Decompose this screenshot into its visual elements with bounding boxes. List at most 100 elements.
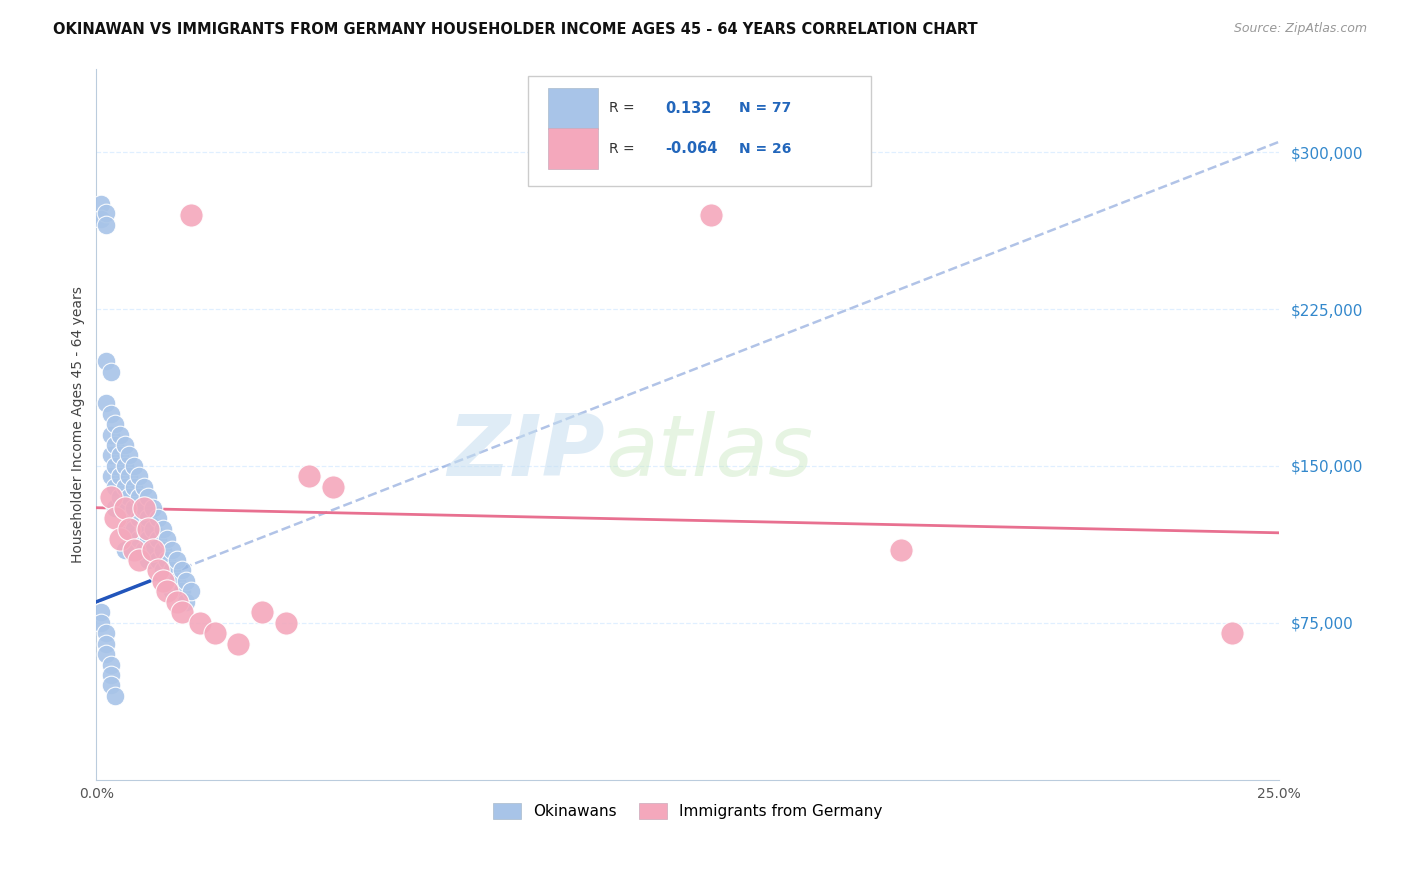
Point: [174, 574, 197, 588]
Point: [174, 595, 197, 609]
Point: [94, 396, 117, 410]
Point: [160, 584, 183, 599]
Point: [160, 564, 183, 578]
Point: [128, 490, 150, 504]
Text: R =: R =: [609, 142, 638, 156]
Point: [114, 438, 136, 452]
Point: [138, 511, 160, 525]
Point: [104, 458, 127, 473]
Point: [118, 449, 141, 463]
Point: [166, 553, 188, 567]
Point: [114, 522, 136, 536]
Point: [166, 574, 188, 588]
Point: [152, 522, 174, 536]
Point: [138, 553, 160, 567]
Point: [114, 500, 136, 515]
Point: [104, 417, 127, 431]
Point: [890, 542, 912, 557]
Point: [142, 542, 165, 557]
Point: [100, 365, 122, 379]
Point: [146, 511, 169, 525]
Point: [90, 615, 112, 630]
Point: [250, 605, 273, 619]
Point: [118, 469, 141, 483]
Point: [138, 532, 160, 546]
Y-axis label: Householder Income Ages 45 - 64 years: Householder Income Ages 45 - 64 years: [72, 285, 86, 563]
Point: [100, 678, 122, 692]
Point: [132, 500, 155, 515]
FancyBboxPatch shape: [548, 87, 598, 129]
Point: [298, 469, 321, 483]
Point: [108, 427, 131, 442]
Point: [132, 480, 155, 494]
Point: [114, 500, 136, 515]
Point: [204, 626, 226, 640]
Point: [274, 615, 297, 630]
Point: [122, 542, 145, 557]
Point: [104, 480, 127, 494]
Point: [700, 208, 723, 222]
Point: [100, 449, 122, 463]
Point: [122, 480, 145, 494]
Text: R =: R =: [609, 102, 638, 115]
Point: [152, 574, 174, 588]
Point: [108, 532, 131, 546]
Point: [118, 490, 141, 504]
FancyBboxPatch shape: [548, 128, 598, 169]
Point: [122, 522, 145, 536]
Point: [104, 689, 127, 703]
Point: [104, 500, 127, 515]
Point: [90, 605, 112, 619]
Point: [322, 480, 344, 494]
Point: [146, 553, 169, 567]
Point: [156, 574, 179, 588]
Text: Source: ZipAtlas.com: Source: ZipAtlas.com: [1233, 22, 1367, 36]
Point: [94, 637, 117, 651]
Point: [156, 553, 179, 567]
Point: [146, 564, 169, 578]
Point: [128, 553, 150, 567]
Point: [190, 615, 212, 630]
Point: [180, 208, 202, 222]
Legend: Okinawans, Immigrants from Germany: Okinawans, Immigrants from Germany: [486, 797, 889, 825]
Point: [94, 206, 117, 220]
Point: [108, 449, 131, 463]
Point: [94, 354, 117, 368]
Point: [114, 480, 136, 494]
Text: ZIP: ZIP: [447, 411, 605, 494]
Point: [122, 500, 145, 515]
Text: 0.132: 0.132: [665, 101, 711, 116]
Point: [226, 637, 249, 651]
Point: [100, 407, 122, 421]
Point: [180, 584, 202, 599]
Point: [152, 542, 174, 557]
Point: [90, 197, 112, 211]
Point: [128, 469, 150, 483]
FancyBboxPatch shape: [529, 76, 872, 186]
Point: [118, 511, 141, 525]
Point: [94, 219, 117, 233]
Point: [128, 532, 150, 546]
Point: [160, 542, 183, 557]
Point: [170, 605, 193, 619]
Point: [114, 542, 136, 557]
Point: [118, 522, 141, 536]
Point: [94, 647, 117, 661]
Point: [142, 522, 165, 536]
Point: [170, 584, 193, 599]
Point: [142, 542, 165, 557]
Point: [122, 458, 145, 473]
Point: [108, 469, 131, 483]
Point: [104, 438, 127, 452]
Point: [94, 626, 117, 640]
Point: [104, 511, 127, 525]
Point: [138, 522, 160, 536]
Point: [100, 668, 122, 682]
Point: [132, 500, 155, 515]
Point: [100, 657, 122, 672]
Point: [166, 595, 188, 609]
Text: N = 26: N = 26: [738, 142, 792, 156]
Point: [132, 542, 155, 557]
Point: [142, 500, 165, 515]
Point: [156, 584, 179, 599]
